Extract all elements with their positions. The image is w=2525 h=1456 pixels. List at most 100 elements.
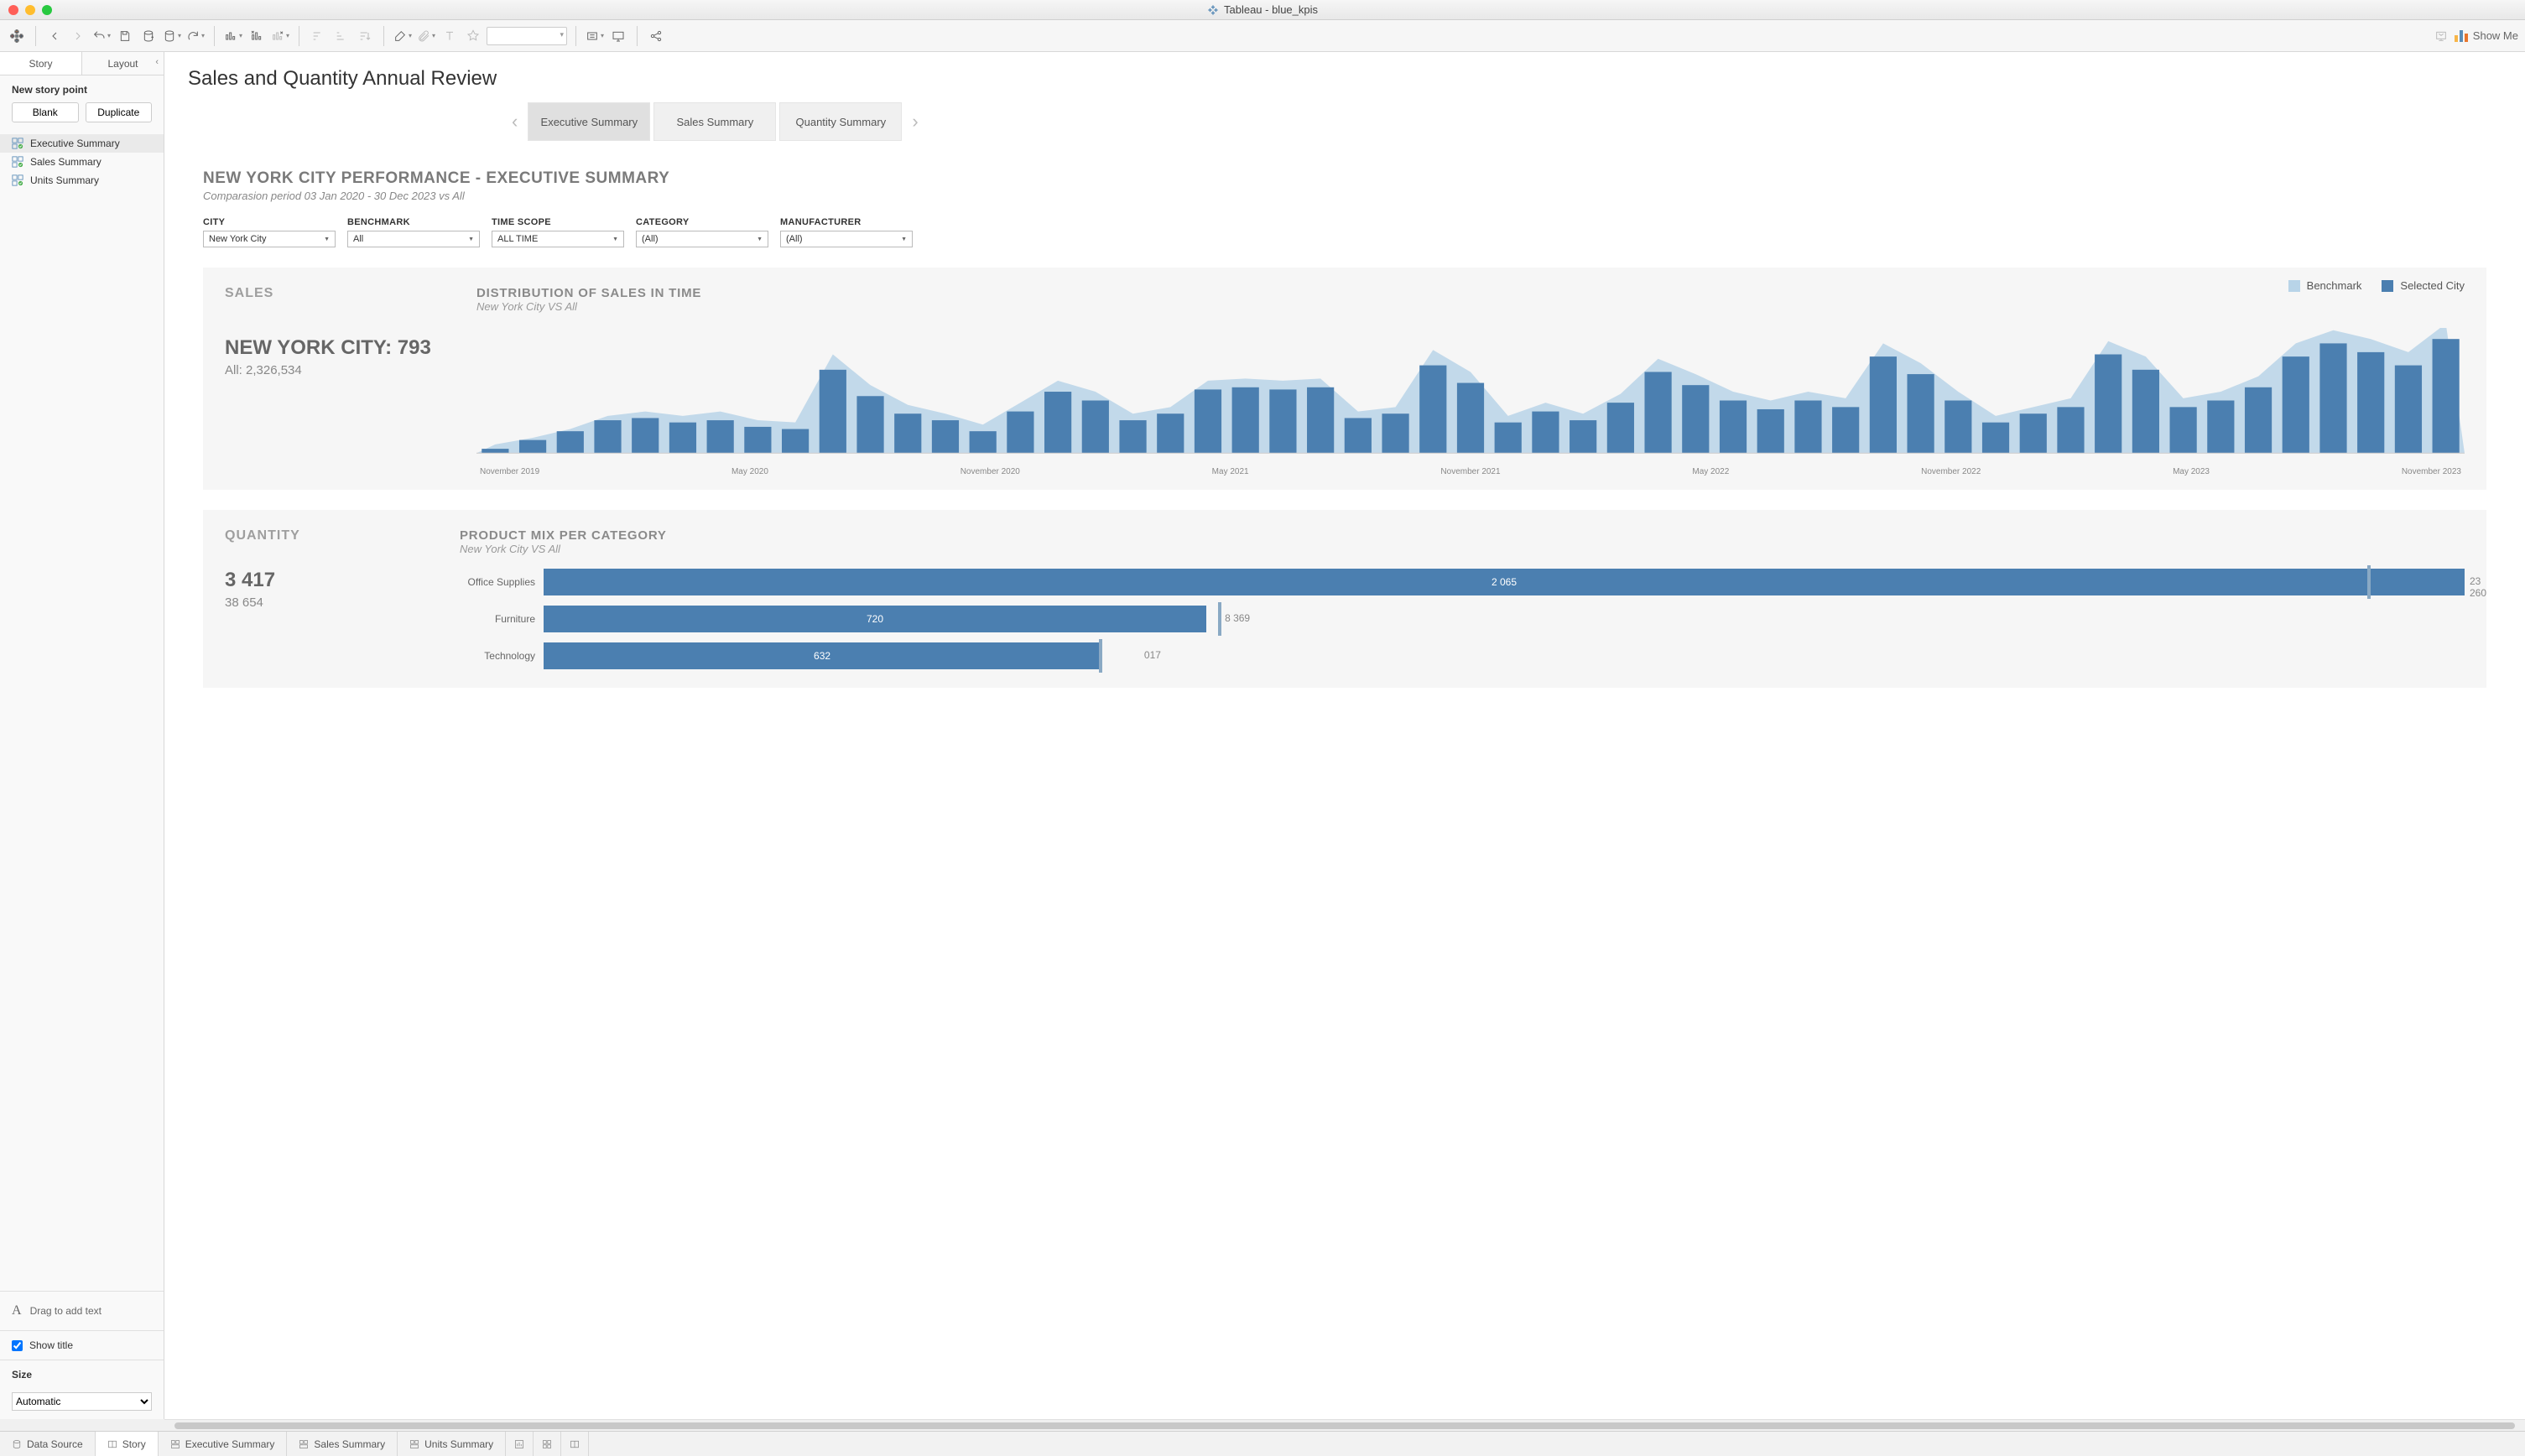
story-point-tab[interactable]: Executive Summary — [528, 102, 650, 141]
hbar-out-label: 017 — [1144, 649, 1161, 661]
fit-icon[interactable] — [585, 26, 605, 46]
show-title-label: Show title — [29, 1339, 73, 1351]
tableau-logo-icon[interactable] — [7, 26, 27, 46]
x-axis-label: May 2020 — [731, 467, 768, 476]
window-title-text: Tableau - blue_kpis — [1224, 3, 1318, 16]
toolbar-search-input[interactable] — [487, 27, 567, 45]
dashboard-body: NEW YORK CITY PERFORMANCE - EXECUTIVE SU… — [188, 161, 2502, 688]
guide-icon[interactable] — [2431, 26, 2451, 46]
story-prev-icon[interactable]: ‹ — [507, 111, 523, 133]
dashboard-subtitle: Comparasion period 03 Jan 2020 - 30 Dec … — [203, 190, 2486, 202]
sales-bar-chart — [476, 328, 2465, 462]
hbar-track: 720 8 369 — [544, 606, 2465, 632]
collapse-panel-icon[interactable]: ‹ — [155, 57, 159, 67]
filter-select[interactable]: (All) — [780, 231, 913, 247]
story-navigator: ‹ Executive SummarySales SummaryQuantity… — [507, 102, 2502, 141]
hbar-category-label: Furniture — [460, 613, 535, 625]
story-title[interactable]: Sales and Quantity Annual Review — [188, 67, 2502, 91]
attach-icon[interactable] — [416, 26, 436, 46]
show-me-button[interactable]: Show Me — [2455, 29, 2518, 42]
quantity-kpi-value: 3 417 — [225, 569, 426, 592]
refresh-icon[interactable] — [185, 26, 206, 46]
window-controls — [0, 5, 52, 15]
filter-select[interactable]: ALL TIME — [492, 231, 624, 247]
sort-desc-icon[interactable] — [355, 26, 375, 46]
canvas-horizontal-scrollbar[interactable] — [164, 1419, 2525, 1431]
filter-select[interactable]: New York City — [203, 231, 336, 247]
x-axis-label: November 2023 — [2402, 467, 2461, 476]
hbar-row: Technology 632 017 — [460, 637, 2465, 674]
toolbar-search[interactable]: ▾ — [487, 27, 567, 45]
filter-select[interactable]: All — [347, 231, 480, 247]
x-axis-label: November 2020 — [961, 467, 1020, 476]
highlight-icon[interactable] — [393, 26, 413, 46]
filter-benchmark: BENCHMARKAll — [347, 217, 480, 247]
x-axis-label: November 2021 — [1440, 467, 1500, 476]
story-side-panel: Story Layout ‹ New story point Blank Dup… — [0, 52, 164, 1419]
save-icon[interactable] — [115, 26, 135, 46]
size-select[interactable]: Automatic — [12, 1392, 152, 1411]
chart-legend: Benchmark Selected City — [2288, 279, 2465, 292]
hbar-category-label: Office Supplies — [460, 576, 535, 588]
sort-asc-icon[interactable] — [331, 26, 351, 46]
show-title-checkbox[interactable] — [12, 1340, 23, 1351]
clear-icon[interactable] — [270, 26, 290, 46]
sheet-tab-bar: Data Source StoryExecutive SummarySales … — [0, 1431, 2525, 1456]
hbar-bar: 632 — [544, 642, 1101, 669]
story-next-icon[interactable]: › — [907, 111, 923, 133]
window-title: Tableau - blue_kpis — [1207, 3, 1318, 16]
dashboard-icon — [12, 174, 23, 186]
share-icon[interactable] — [646, 26, 666, 46]
blank-button[interactable]: Blank — [12, 102, 79, 122]
hbar-row: Office Supplies 2 065 23 260 — [460, 564, 2465, 601]
dashboard-icon — [12, 156, 23, 168]
filter-category: CATEGORY (All) — [636, 217, 768, 247]
dashboard-title: NEW YORK CITY PERFORMANCE - EXECUTIVE SU… — [203, 169, 2486, 188]
filter-label: CATEGORY — [636, 217, 768, 227]
swap-icon[interactable] — [247, 26, 267, 46]
quantity-chart-title: PRODUCT MIX PER CATEGORY — [460, 528, 2465, 543]
window-minimize[interactable] — [25, 5, 35, 15]
sort-auto-icon[interactable] — [308, 26, 328, 46]
tab-layout[interactable]: Layout ‹ — [81, 52, 164, 75]
story-point-tab[interactable]: Sales Summary — [653, 102, 776, 141]
hbar-benchmark-mark — [2367, 565, 2371, 599]
sidebar-item[interactable]: Executive Summary — [0, 134, 164, 153]
window-close[interactable] — [8, 5, 18, 15]
hbar-benchmark-mark — [1099, 639, 1102, 673]
text-icon[interactable] — [440, 26, 460, 46]
legend-selected: Selected City — [2382, 279, 2465, 292]
sidebar-item[interactable]: Units Summary — [0, 171, 164, 190]
x-axis-label: May 2022 — [1692, 467, 1729, 476]
x-axis-label: November 2022 — [1921, 467, 1981, 476]
sidebar-item[interactable]: Sales Summary — [0, 153, 164, 171]
sales-kpi-value: NEW YORK CITY: 793 — [225, 336, 443, 360]
undo-icon[interactable] — [91, 26, 112, 46]
quantity-chart-sub: New York City VS All — [460, 543, 2465, 555]
drag-text-hint[interactable]: A Drag to add text — [0, 1291, 164, 1330]
quantity-kpi-sub: 38 654 — [225, 595, 426, 610]
presentation-icon[interactable] — [608, 26, 628, 46]
filter-select[interactable]: (All) — [636, 231, 768, 247]
filter-label: CITY — [203, 217, 336, 227]
tab-story[interactable]: Story — [0, 52, 81, 75]
back-icon[interactable] — [44, 26, 65, 46]
quantity-heading: QUANTITY — [225, 528, 426, 543]
duplicate-button[interactable]: Duplicate — [86, 102, 153, 122]
sales-kpi-sub: All: 2,326,534 — [225, 363, 443, 377]
new-worksheet-icon[interactable] — [223, 26, 243, 46]
datasource-icon[interactable] — [162, 26, 182, 46]
forward-icon[interactable] — [68, 26, 88, 46]
story-point-tab[interactable]: Quantity Summary — [779, 102, 902, 141]
window-maximize[interactable] — [42, 5, 52, 15]
sales-chart-sub: New York City VS All — [476, 300, 2465, 313]
sales-card: Benchmark Selected City SALES NEW YORK C… — [203, 268, 2486, 490]
filters-row: CITYNew York CityBENCHMARKAllTIME SCOPEA… — [203, 217, 2486, 247]
pin-icon[interactable] — [463, 26, 483, 46]
sales-chart-title: DISTRIBUTION OF SALES IN TIME — [476, 286, 2465, 300]
new-data-icon[interactable] — [138, 26, 159, 46]
x-axis-label: November 2019 — [480, 467, 539, 476]
sales-heading: SALES — [225, 286, 443, 301]
hbar-category-label: Technology — [460, 650, 535, 662]
size-heading: Size — [12, 1369, 152, 1381]
